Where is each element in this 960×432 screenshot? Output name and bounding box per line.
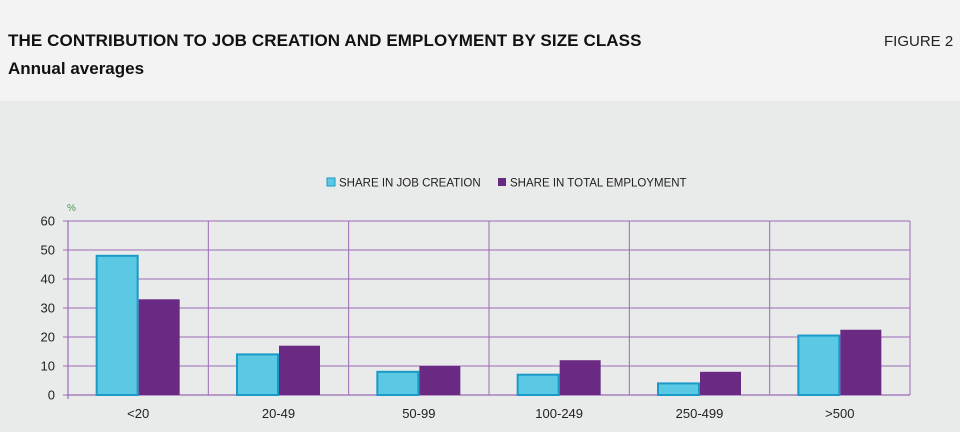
- x-tick-label: >500: [825, 406, 854, 421]
- chart-title: THE CONTRIBUTION TO JOB CREATION AND EMP…: [8, 31, 642, 50]
- bar-job-creation: [516, 373, 560, 397]
- bar-total-employment: [279, 345, 320, 395]
- y-tick-label: 60: [41, 214, 55, 229]
- x-tick-label: 50-99: [402, 406, 435, 421]
- bar-job-creation: [376, 370, 420, 396]
- y-tick-label: 0: [48, 388, 55, 403]
- figure-label: FIGURE 2: [884, 33, 954, 50]
- bar-total-employment: [419, 366, 461, 395]
- header-band: THE CONTRIBUTION TO JOB CREATION AND EMP…: [0, 0, 960, 101]
- x-tick-label: 100-249: [535, 406, 583, 421]
- y-tick-label: 50: [41, 243, 55, 258]
- bar-job-creation: [95, 254, 139, 396]
- legend-swatch-job-creation: [326, 177, 336, 187]
- bar-job-creation: [236, 353, 279, 396]
- x-tick-label: <20: [127, 406, 149, 421]
- bar-total-employment: [700, 371, 741, 395]
- bar-total-employment: [840, 329, 882, 395]
- bar-job-creation: [657, 382, 700, 396]
- y-tick-label: 30: [41, 301, 55, 316]
- bar-total-employment: [559, 360, 601, 395]
- bar-job-creation: [797, 334, 841, 396]
- legend-swatch-total-employment: [498, 178, 506, 186]
- y-tick-label: 40: [41, 272, 55, 287]
- legend-label-job-creation: SHARE IN JOB CREATION: [339, 178, 481, 190]
- y-tick-label: 10: [41, 359, 55, 374]
- chart-subtitle: Annual averages: [8, 59, 145, 78]
- y-axis-unit: %: [67, 203, 76, 214]
- x-tick-label: 250-499: [676, 406, 724, 421]
- y-tick-label: 20: [41, 330, 55, 345]
- x-tick-label: 20-49: [262, 406, 295, 421]
- bar-total-employment: [138, 299, 180, 395]
- legend-label-total-employment: SHARE IN TOTAL EMPLOYMENT: [510, 178, 687, 190]
